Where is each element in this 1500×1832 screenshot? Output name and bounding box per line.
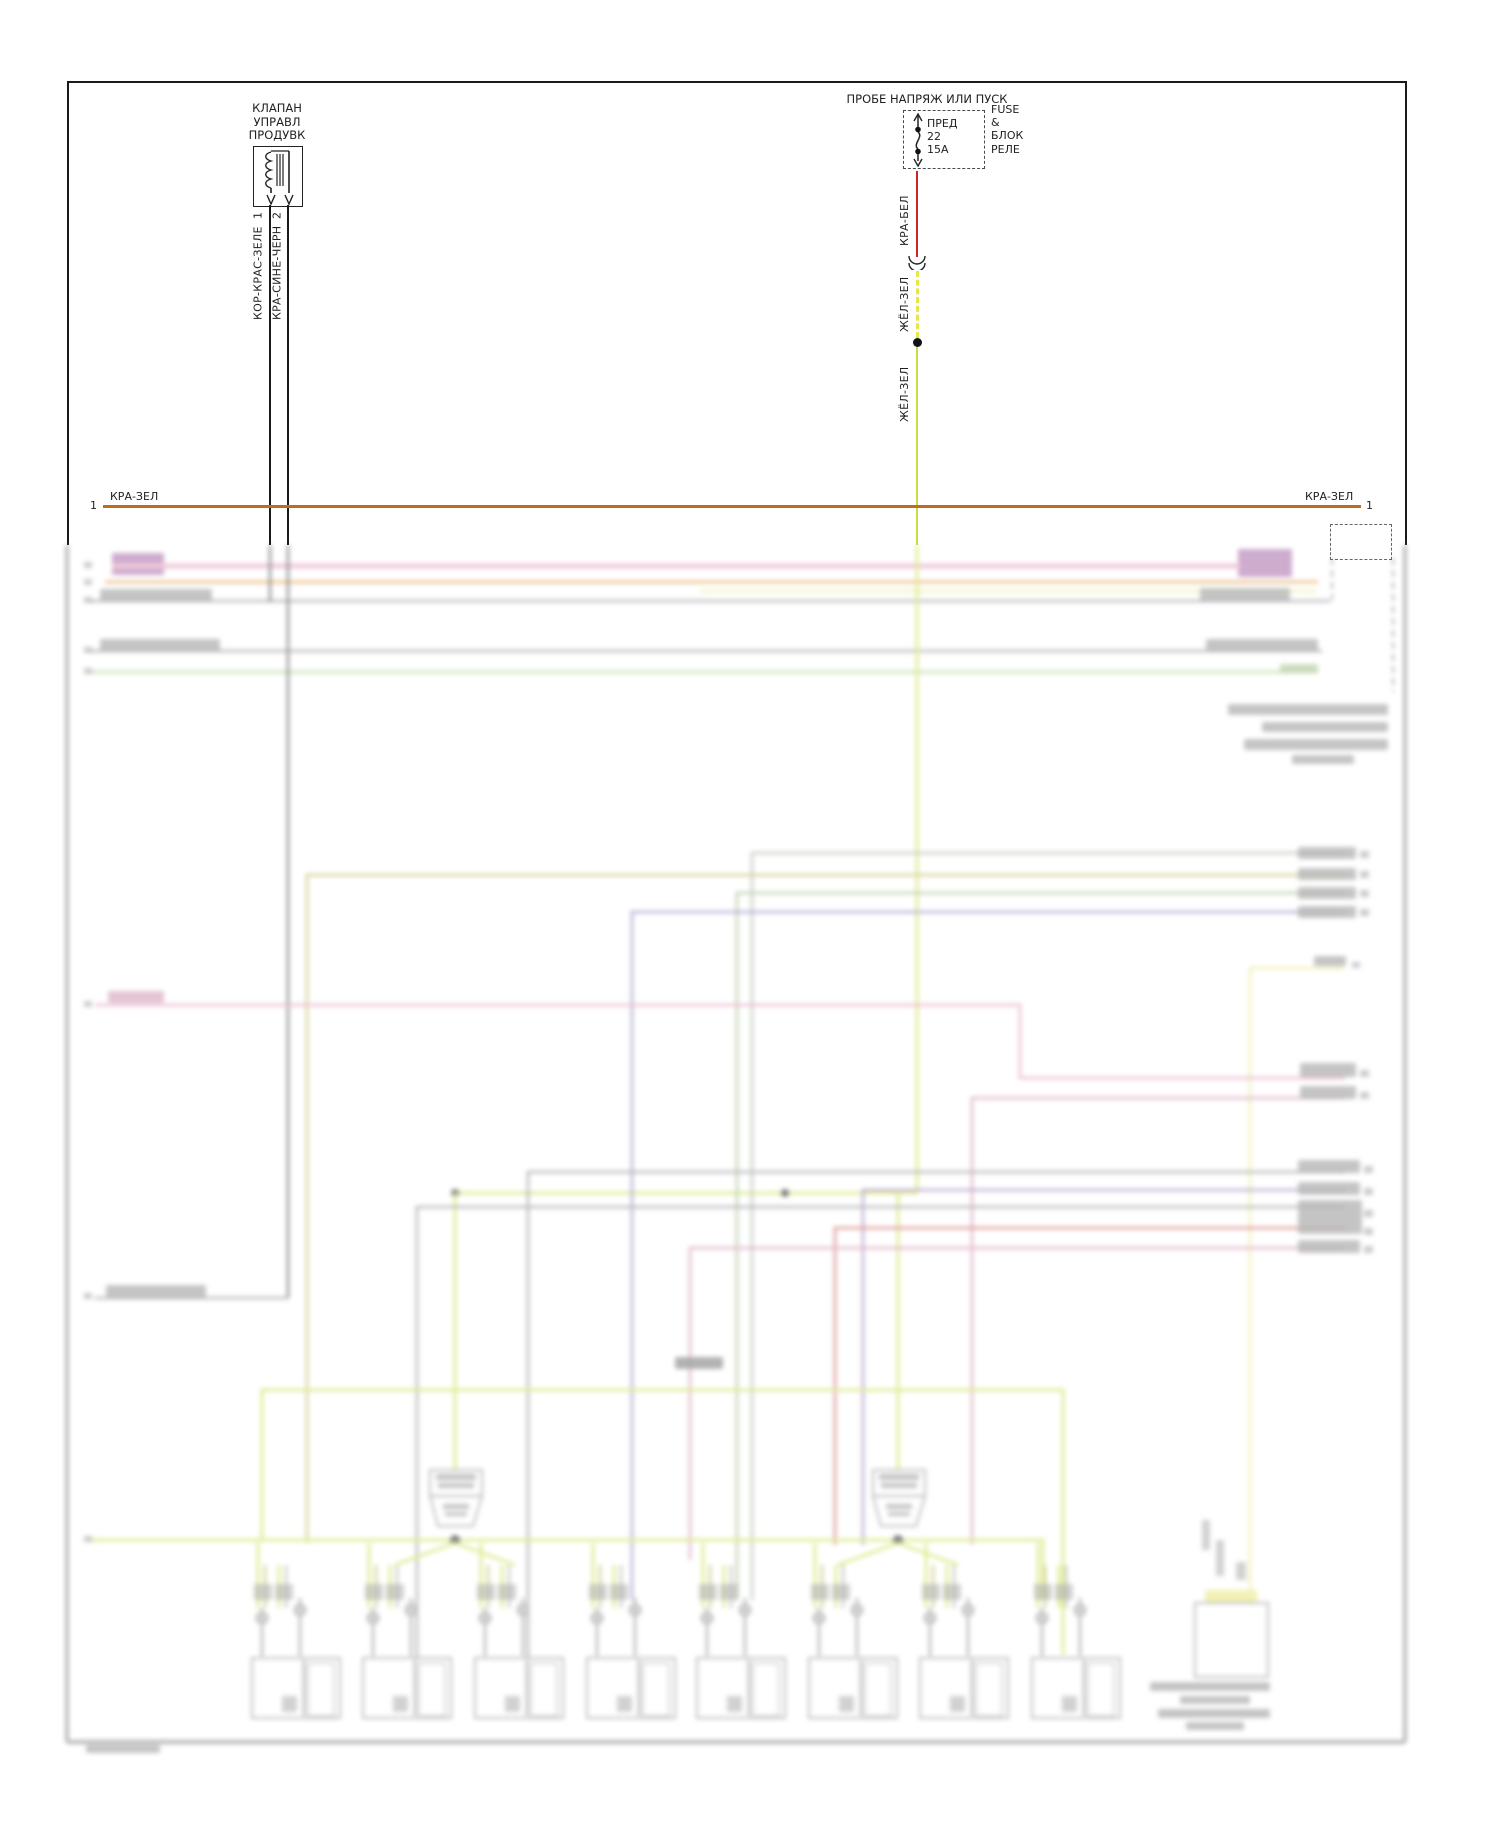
wire-zhel-zel-label-2: ЖЁЛ-ЗЕЛ <box>898 366 911 422</box>
bus-right-pin: 1 <box>1366 499 1373 512</box>
bus-right-label: КРА-ЗЕЛ <box>1305 490 1354 503</box>
wire-zhel-zel-solid <box>915 347 918 545</box>
wire2-pin-number: 2 <box>270 211 284 219</box>
wire-kor-kras-zele <box>269 205 271 545</box>
wire-zhel-zel-dashed <box>915 271 919 338</box>
diagram-frame-left <box>67 81 69 545</box>
valve-title-line1: КЛАПАН <box>252 101 302 115</box>
wire-kra-bel-label: КРА-БЕЛ <box>898 195 911 246</box>
wire1-pin-number: 1 <box>251 211 265 220</box>
valve-wire1-label: КОР-КРАС-ЗЕЛЕ 1 <box>251 212 265 320</box>
fuse-side-text: FUSE & БЛОК РЕЛЕ <box>991 103 1023 156</box>
solenoid-icon <box>265 150 294 206</box>
fuse-label: ПРЕД <box>927 117 958 130</box>
splice-junction-dot <box>912 337 922 347</box>
blurred-diagram-region <box>0 545 1500 1828</box>
blurred-wiring-svg <box>65 545 1407 1753</box>
fuse-side-line3: БЛОК <box>991 129 1024 143</box>
fuse-rating: 15А <box>927 143 949 156</box>
purge-valve-symbol-box <box>253 146 303 207</box>
fuse-icon <box>913 112 923 168</box>
fuse-side-line4: РЕЛЕ <box>991 142 1020 156</box>
wire-kra-bel <box>915 171 918 257</box>
wire-kra-zel-bus <box>103 505 1361 508</box>
fuse-block-title: ПРОБЕ НАПРЯЖ ИЛИ ПУСК <box>846 92 1008 106</box>
ecm-dashed-box <box>1330 524 1392 560</box>
fuse-text-block: ПРЕД 22 15А <box>927 117 957 156</box>
diagram-frame-right <box>1405 81 1407 545</box>
bus-left-pin: 1 <box>90 499 97 512</box>
bus-left-label: КРА-ЗЕЛ <box>110 490 159 503</box>
inline-connector-icon <box>908 255 926 270</box>
fuse-side-line1: FUSE <box>991 103 1020 116</box>
valve-title-line3: ПРОДУВК <box>248 128 306 142</box>
fuse-block-box: ПРЕД 22 15А <box>903 110 985 169</box>
wire-zhel-zel-label-1: ЖЁЛ-ЗЕЛ <box>898 276 911 332</box>
wire1-color-label: КОР-КРАС-ЗЕЛЕ <box>251 226 265 320</box>
valve-title-line2: УПРАВЛ <box>253 114 301 129</box>
valve-wire2-label: КРА-СИНЕ-ЧЕРН 2 <box>270 211 284 320</box>
fuse-number: 22 <box>927 130 941 143</box>
diagram-frame-top <box>67 81 1407 83</box>
fuse-side-line2: & <box>991 116 1000 130</box>
wire-kra-sine-chern <box>287 205 289 545</box>
valve-title: КЛАПАН УПРАВЛ ПРОДУВК <box>217 101 337 143</box>
wire2-color-label: КРА-СИНЕ-ЧЕРН <box>270 225 284 320</box>
